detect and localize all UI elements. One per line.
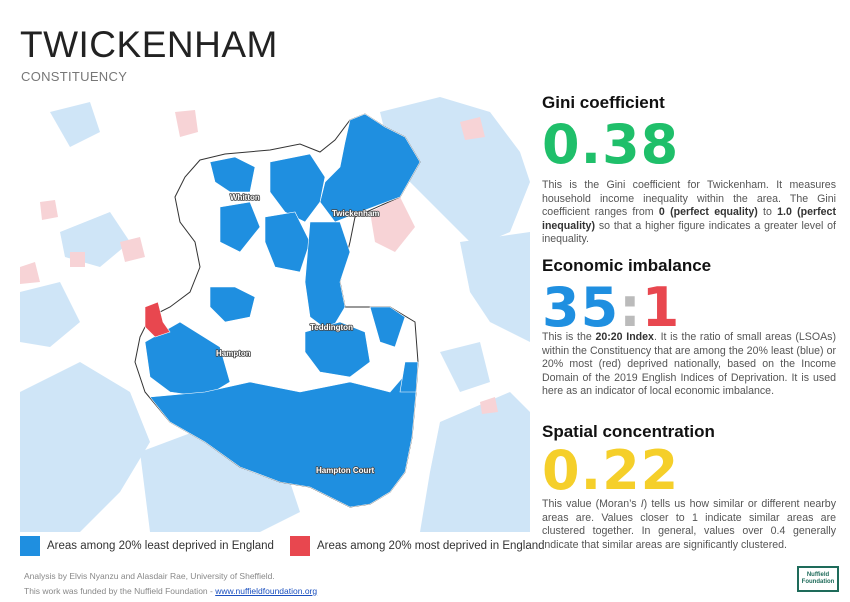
spatial-section: Spatial concentration <box>542 422 836 442</box>
imbalance-heading: Economic imbalance <box>542 256 712 275</box>
page-title: TWICKENHAM <box>20 24 278 65</box>
place-label-hampton: Hampton <box>216 349 251 358</box>
legend-most-deprived: Areas among 20% most deprived in England <box>289 536 545 556</box>
least-deprived-areas <box>144 113 421 508</box>
imbalance-section: Economic imbalance <box>542 256 836 276</box>
legend-least-label: Areas among 20% least deprived in Englan… <box>47 540 274 552</box>
imbalance-value-wrap: 35:1 <box>542 281 836 335</box>
place-label-hampton-court: Hampton Court <box>316 466 375 475</box>
bg-blue-area <box>460 232 530 342</box>
imbalance-ratio: 35:1 <box>542 281 836 335</box>
funding-text: This work was funded by the Nuffield Fou… <box>24 586 216 596</box>
map-legend: Areas among 20% least deprived in Englan… <box>20 536 561 556</box>
bg-red-area <box>40 200 58 220</box>
analysis-credit: Analysis by Elvis Nyanzu and Alasdair Ra… <box>24 571 275 581</box>
nuffield-logo: Nuffield Foundation <box>797 566 839 592</box>
blue-swatch <box>20 536 40 556</box>
nuffield-link[interactable]: www.nuffieldfoundation.org <box>215 586 318 596</box>
page-subtitle: CONSTITUENCY <box>21 69 128 84</box>
red-swatch <box>289 536 310 556</box>
place-label-twickenham: Twickenham <box>332 209 379 218</box>
ratio-right: 1 <box>641 276 681 339</box>
bg-blue-area <box>50 102 100 147</box>
bg-blue-area <box>440 342 490 392</box>
constituency-map[interactable]: Whitton Twickenham Teddington Hampton Ha… <box>20 92 530 532</box>
gini-value-wrap: 0.38 <box>542 118 836 172</box>
ratio-left: 35 <box>542 276 620 339</box>
legend-most-label: Areas among 20% most deprived in England <box>316 540 545 552</box>
bg-red-area <box>20 262 40 284</box>
ratio-separator: : <box>619 276 642 339</box>
bg-red-area <box>70 252 85 267</box>
gini-section: Gini coefficient <box>542 93 836 113</box>
gini-heading: Gini coefficient <box>542 93 665 112</box>
bg-blue-area <box>380 97 530 247</box>
gini-description: This is the Gini coefficient for Twicken… <box>542 179 836 246</box>
map-canvas: Whitton Twickenham Teddington Hampton Ha… <box>20 97 530 532</box>
bg-blue-area <box>420 392 530 532</box>
bg-red-area <box>175 110 198 137</box>
bg-red-area <box>370 197 415 252</box>
spatial-description: This value (Moran’s I) tells us how simi… <box>542 498 836 551</box>
place-label-whitton: Whitton <box>230 193 260 202</box>
spatial-value: 0.22 <box>542 439 680 502</box>
place-label-teddington: Teddington <box>310 323 353 332</box>
bg-red-area <box>460 117 485 140</box>
bg-red-area <box>120 237 145 262</box>
spatial-value-wrap: 0.22 <box>542 444 836 498</box>
funding-credit: This work was funded by the Nuffield Fou… <box>24 586 317 596</box>
most-deprived-area <box>144 301 171 338</box>
spatial-heading: Spatial concentration <box>542 422 715 441</box>
bg-red-area <box>480 397 498 414</box>
legend-least-deprived: Areas among 20% least deprived in Englan… <box>20 536 274 556</box>
bg-blue-area <box>20 362 150 532</box>
gini-value: 0.38 <box>542 113 680 176</box>
bg-blue-area <box>20 282 80 347</box>
imbalance-description: This is the 20:20 Index. It is the ratio… <box>542 331 836 398</box>
